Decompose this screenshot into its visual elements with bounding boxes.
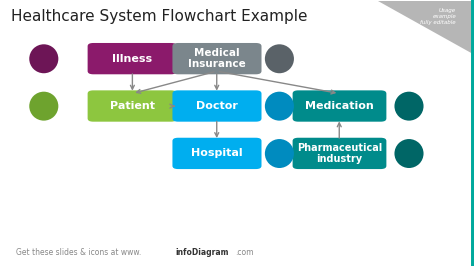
FancyBboxPatch shape bbox=[173, 43, 262, 74]
FancyBboxPatch shape bbox=[292, 90, 386, 122]
Text: Get these slides & icons at www.: Get these slides & icons at www. bbox=[16, 248, 141, 257]
Text: Healthcare System Flowchart Example: Healthcare System Flowchart Example bbox=[11, 9, 307, 24]
Text: Medication: Medication bbox=[305, 101, 374, 111]
FancyBboxPatch shape bbox=[88, 90, 177, 122]
Polygon shape bbox=[378, 1, 473, 54]
Text: Illness: Illness bbox=[112, 54, 152, 64]
Text: Pharmaceutical
industry: Pharmaceutical industry bbox=[297, 143, 382, 164]
Text: infoDiagram: infoDiagram bbox=[176, 248, 229, 257]
Ellipse shape bbox=[265, 139, 294, 168]
Text: Medical
Insurance: Medical Insurance bbox=[188, 48, 246, 69]
Text: Doctor: Doctor bbox=[196, 101, 238, 111]
FancyBboxPatch shape bbox=[173, 90, 262, 122]
Text: Patient: Patient bbox=[109, 101, 155, 111]
Ellipse shape bbox=[265, 44, 294, 73]
FancyBboxPatch shape bbox=[173, 138, 262, 169]
Ellipse shape bbox=[394, 139, 424, 168]
FancyBboxPatch shape bbox=[88, 43, 177, 74]
Text: Usage
example
fully editable: Usage example fully editable bbox=[420, 8, 456, 25]
Ellipse shape bbox=[265, 92, 294, 120]
Text: Hospital: Hospital bbox=[191, 148, 243, 158]
FancyBboxPatch shape bbox=[292, 138, 386, 169]
Ellipse shape bbox=[29, 92, 58, 120]
Ellipse shape bbox=[29, 44, 58, 73]
Text: .com: .com bbox=[236, 248, 254, 257]
Ellipse shape bbox=[394, 92, 424, 120]
